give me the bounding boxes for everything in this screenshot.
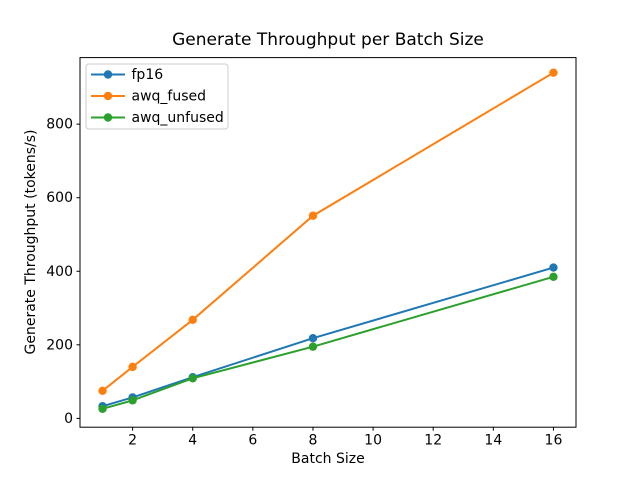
x-tick-label: 8 <box>309 433 318 449</box>
x-axis-label: Batch Size <box>291 451 365 467</box>
x-tick-label: 16 <box>545 433 563 449</box>
series-marker-awq_fused <box>549 68 558 77</box>
x-tick-label: 2 <box>128 433 137 449</box>
legend-box <box>85 63 229 130</box>
x-tick-label: 6 <box>248 433 257 449</box>
x-tick-label: 10 <box>364 433 382 449</box>
y-tick-label: 0 <box>64 411 73 427</box>
series-marker-awq_fused <box>98 386 107 395</box>
series-marker-awq_fused <box>308 211 318 220</box>
series-marker-awq_unfused <box>549 272 558 281</box>
y-tick-label: 600 <box>46 190 73 206</box>
series-marker-awq_unfused <box>188 374 197 383</box>
legend-marker-awq_fused <box>103 91 113 101</box>
y-tick-label: 400 <box>46 264 73 280</box>
series-marker-awq_unfused <box>128 396 137 405</box>
series-marker-fp16 <box>549 263 558 272</box>
legend-marker-awq_unfused <box>103 113 113 122</box>
series-marker-fp16 <box>308 334 318 343</box>
x-tick-label: 4 <box>188 433 197 449</box>
y-tick-label: 200 <box>46 337 73 353</box>
legend-label-awq_unfused: awq_unfused <box>132 110 224 126</box>
series-marker-awq_unfused <box>308 342 318 351</box>
x-tick-label: 14 <box>484 433 502 449</box>
chart-title: Generate Throughput per Batch Size <box>172 30 484 50</box>
legend-label-awq_fused: awq_fused <box>132 89 207 105</box>
legend-marker-fp16 <box>103 70 113 79</box>
series-line-awq_unfused <box>101 275 555 410</box>
series-marker-awq_unfused <box>98 404 107 414</box>
legend-label-fp16: fp16 <box>132 67 164 83</box>
x-tick-label: 12 <box>424 433 442 449</box>
axes-spines <box>79 57 577 428</box>
y-tick-label: 800 <box>46 117 73 133</box>
series-marker-awq_fused <box>188 315 197 325</box>
series-marker-awq_fused <box>128 362 137 372</box>
